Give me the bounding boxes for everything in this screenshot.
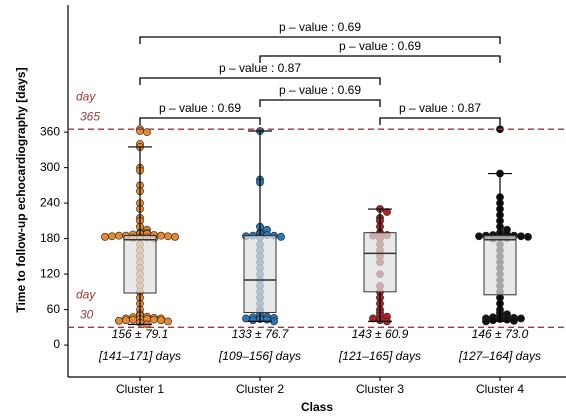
- point: [517, 314, 525, 323]
- comparison-label: p – value : 0.69: [159, 101, 241, 115]
- point: [129, 315, 137, 324]
- mean-label: 156 ± 79.1: [112, 327, 169, 341]
- ci-label: [109–156] days: [218, 349, 301, 363]
- y-tick-label: 180: [40, 231, 60, 245]
- point: [143, 128, 151, 137]
- point: [517, 232, 525, 241]
- comparison-label: p – value : 0.87: [219, 61, 301, 75]
- comparison-label: p – value : 0.69: [279, 20, 361, 34]
- comparison-label: p – value : 0.69: [279, 83, 361, 97]
- x-tick-label: Cluster 1: [116, 382, 164, 396]
- y-axis-label: Time to follow-up echocardiography [days…: [14, 67, 28, 312]
- comparison-bracket: [379, 117, 501, 125]
- reference-label: 30: [80, 307, 94, 321]
- y-tick-label: 60: [47, 302, 61, 316]
- point: [489, 316, 497, 325]
- reference-label: day: [76, 89, 96, 103]
- y-tick-label: 300: [40, 160, 60, 174]
- x-tick-label: Cluster 4: [476, 382, 524, 396]
- y-tick-label: 0: [53, 337, 60, 351]
- x-tick-label: Cluster 3: [356, 382, 404, 396]
- point: [101, 232, 109, 241]
- point: [164, 317, 172, 326]
- point: [263, 315, 271, 324]
- box: [243, 235, 277, 314]
- comparison-bracket: [139, 77, 381, 85]
- point: [164, 232, 172, 241]
- ci-label: [127–164] days: [458, 349, 541, 363]
- point: [115, 231, 123, 240]
- point: [475, 232, 483, 241]
- mean-label: 133 ± 76.7: [232, 327, 290, 341]
- ci-label: [121–165] days: [338, 349, 421, 363]
- box: [123, 235, 157, 294]
- point: [157, 316, 165, 325]
- point: [277, 232, 285, 241]
- mean-label: 146 ± 73.0: [472, 327, 529, 341]
- y-tick-label: 240: [40, 195, 60, 209]
- reference-label: 365: [80, 109, 100, 123]
- point: [108, 232, 116, 241]
- point: [171, 232, 179, 241]
- point: [383, 208, 391, 216]
- comparison-bracket: [139, 36, 501, 44]
- comparison-bracket: [259, 55, 501, 63]
- point: [503, 315, 511, 324]
- point: [115, 316, 123, 325]
- box: [483, 235, 517, 296]
- point: [249, 316, 257, 325]
- box: [363, 232, 397, 293]
- comparison-bracket: [259, 99, 381, 107]
- comparison-label: p – value : 0.87: [399, 101, 481, 115]
- x-axis-label: Class: [301, 400, 333, 414]
- point: [524, 232, 532, 241]
- ci-label: [141–171] days: [98, 349, 181, 363]
- mean-label: 143 ± 60.9: [352, 327, 409, 341]
- point: [122, 316, 130, 325]
- x-tick-label: Cluster 2: [236, 382, 284, 396]
- y-tick-label: 360: [40, 124, 60, 138]
- y-tick-label: 120: [40, 266, 60, 280]
- point: [157, 231, 165, 240]
- point: [136, 127, 144, 135]
- comparison-bracket: [139, 117, 261, 125]
- point: [150, 315, 158, 324]
- comparison-label: p – value : 0.69: [339, 39, 421, 53]
- reference-label: day: [76, 287, 96, 301]
